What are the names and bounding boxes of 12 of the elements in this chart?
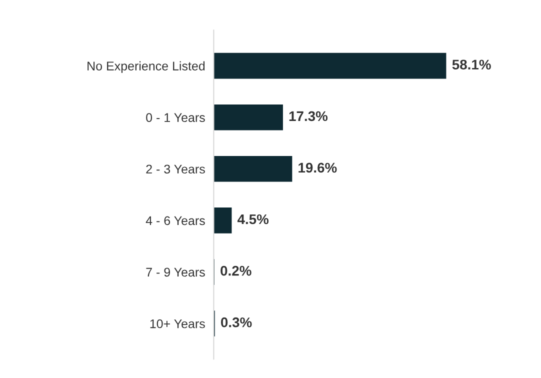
y-tick-label: 7 - 9 Years xyxy=(146,268,205,277)
data-label: 0.3% xyxy=(221,317,252,328)
y-tick-label: 10+ Years xyxy=(150,319,205,328)
y-tick-label: 4 - 6 Years xyxy=(146,216,205,226)
data-label: 0.2% xyxy=(220,266,252,276)
data-label: 17.3% xyxy=(289,111,328,122)
data-label: 4.5% xyxy=(237,214,269,224)
y-tick-label: 0 - 1 Years xyxy=(146,113,205,122)
data-label: 58.1% xyxy=(452,60,491,70)
y-tick-label: 2 - 3 Years xyxy=(146,164,205,174)
data-label: 19.6% xyxy=(298,162,337,173)
y-tick-label: No Experience Listed xyxy=(88,61,205,73)
